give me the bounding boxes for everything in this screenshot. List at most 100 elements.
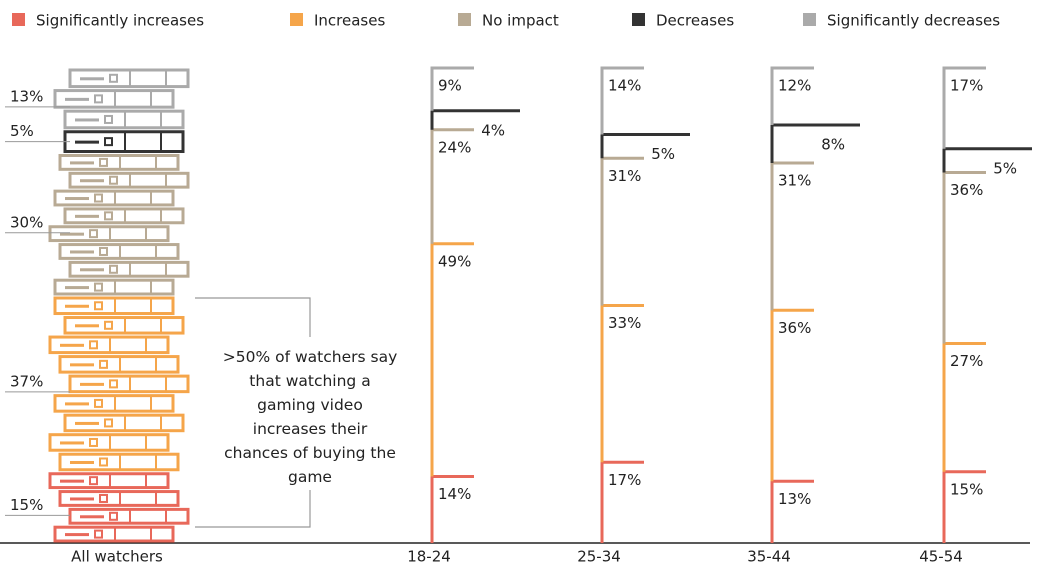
- value-label: 15%: [950, 480, 983, 498]
- value-label: 13%: [778, 490, 811, 508]
- step-segment: [942, 66, 986, 149]
- legend-label: Significantly decreases: [827, 12, 1000, 30]
- value-label: 27%: [950, 352, 983, 370]
- game-box-detail: [99, 246, 108, 256]
- value-label: 36%: [950, 181, 983, 199]
- box-stack-segment: [48, 296, 190, 472]
- game-box-detail: [60, 479, 84, 483]
- step-segment: [770, 66, 814, 125]
- step-segment: [770, 123, 860, 163]
- value-label: 5%: [651, 145, 675, 163]
- game-box-detail: [104, 211, 113, 221]
- step-segment: [600, 133, 690, 159]
- legend-swatch: [290, 13, 303, 26]
- legend-label: Significantly increases: [36, 12, 204, 30]
- game-box-detail: [75, 140, 99, 144]
- game-box-detail: [70, 161, 94, 165]
- game-box-detail: [94, 529, 103, 539]
- game-box-detail: [94, 94, 103, 104]
- game-box-detail: [65, 402, 89, 406]
- value-label: 33%: [608, 314, 641, 332]
- game-box-detail: [109, 264, 118, 274]
- legend-swatch: [632, 13, 645, 26]
- game-box-detail: [65, 197, 89, 201]
- value-label: 36%: [778, 319, 811, 337]
- step-segment: [430, 66, 474, 111]
- game-box-detail: [80, 77, 104, 81]
- x-tick-label: 45-54: [919, 548, 963, 566]
- game-box-detail: [104, 418, 113, 428]
- segment-label: 37%: [10, 372, 43, 390]
- game-box-detail: [70, 250, 94, 254]
- game-box-detail: [70, 460, 94, 464]
- bracket: [195, 297, 311, 528]
- value-label: 31%: [778, 172, 811, 190]
- value-label: 4%: [481, 121, 505, 139]
- game-box-detail: [99, 157, 108, 167]
- game-box-detail: [89, 437, 98, 447]
- value-label: 14%: [438, 485, 471, 503]
- value-label: 8%: [821, 136, 845, 154]
- game-box-detail: [99, 359, 108, 369]
- game-box-detail: [75, 118, 99, 122]
- game-box-detail: [109, 175, 118, 185]
- game-box-detail: [94, 301, 103, 311]
- game-box-detail: [94, 193, 103, 203]
- game-box-detail: [70, 363, 94, 367]
- x-tick-label: 25-34: [577, 548, 621, 566]
- game-box-detail: [104, 114, 113, 124]
- game-box-detail: [89, 340, 98, 350]
- game-box-detail: [65, 304, 89, 308]
- game-box-detail: [80, 382, 104, 386]
- segment-label: 30%: [10, 213, 43, 231]
- step-segment: [430, 109, 520, 130]
- game-box-detail: [80, 268, 104, 272]
- segment-label: 13%: [10, 87, 43, 105]
- game-box-detail: [104, 137, 113, 147]
- game-box-detail: [60, 343, 84, 347]
- legend-label: Increases: [314, 12, 385, 30]
- game-box-detail: [75, 324, 99, 328]
- game-box-detail: [99, 493, 108, 503]
- box-stack-segment: [53, 68, 190, 130]
- game-box-detail: [65, 286, 89, 290]
- x-tick-label: All watchers: [71, 548, 163, 566]
- legend-swatch: [803, 13, 816, 26]
- value-label: 14%: [608, 77, 641, 95]
- legend-label: Decreases: [656, 12, 734, 30]
- game-box-detail: [70, 497, 94, 501]
- legend-swatch: [458, 13, 471, 26]
- game-box-detail: [104, 320, 113, 330]
- value-label: 31%: [608, 167, 641, 185]
- value-label: 17%: [950, 77, 983, 95]
- value-label: 17%: [608, 471, 641, 489]
- value-label: 24%: [438, 138, 471, 156]
- legend-label: No impact: [482, 12, 559, 30]
- box-stack-segment: [48, 472, 190, 543]
- step-segment: [942, 147, 1032, 173]
- box-stack-segment: [63, 130, 185, 153]
- game-box-detail: [94, 398, 103, 408]
- x-tick-label: 18-24: [407, 548, 451, 566]
- game-box-detail: [60, 232, 84, 236]
- segment-label: 15%: [10, 496, 43, 514]
- game-box-detail: [65, 97, 89, 101]
- game-box-detail: [80, 515, 104, 519]
- game-box-detail: [94, 282, 103, 292]
- game-box-detail: [80, 179, 104, 183]
- game-box-detail: [109, 73, 118, 83]
- box-stack-segment: [48, 154, 190, 296]
- game-box-detail: [89, 476, 98, 486]
- value-label: 9%: [438, 77, 462, 95]
- game-box-detail: [75, 214, 99, 218]
- x-tick-label: 35-44: [747, 548, 791, 566]
- annotation: >50% of watchers say that watching a gam…: [222, 348, 398, 486]
- game-box-detail: [109, 379, 118, 389]
- step-segment: [600, 66, 644, 135]
- value-label: 49%: [438, 252, 471, 270]
- step-segment: [430, 242, 474, 477]
- segment-label: 5%: [10, 122, 34, 140]
- game-box-detail: [60, 441, 84, 445]
